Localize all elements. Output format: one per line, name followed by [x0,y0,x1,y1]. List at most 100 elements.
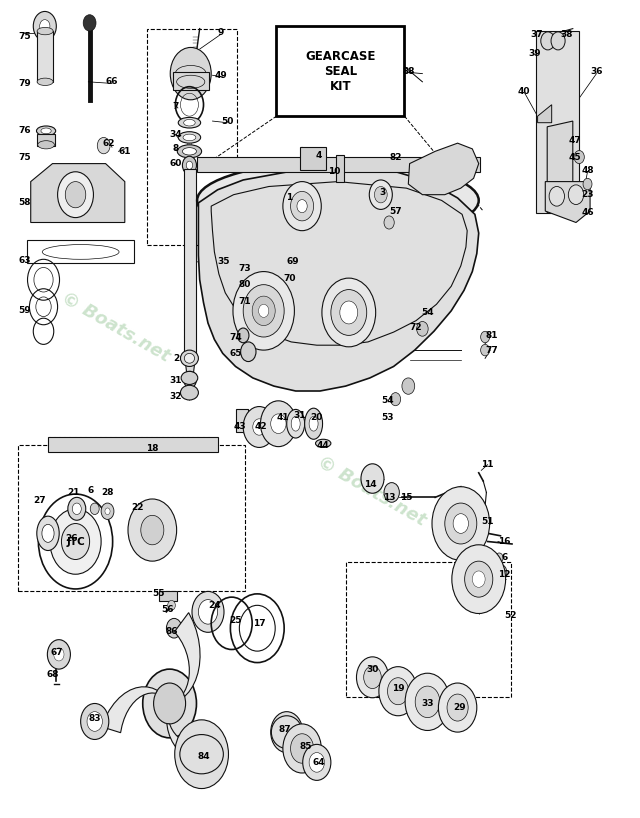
Bar [159,591,177,601]
Text: 49: 49 [214,70,227,80]
Circle shape [340,301,358,324]
Circle shape [568,185,584,204]
Text: 64: 64 [312,757,325,767]
Text: 23: 23 [581,190,594,200]
Circle shape [81,703,109,739]
Circle shape [243,285,284,337]
Text: 2: 2 [173,353,179,363]
Circle shape [415,686,440,717]
Circle shape [495,553,503,563]
Text: 6: 6 [88,486,94,496]
Bar [37,134,55,146]
Circle shape [452,545,506,614]
Circle shape [465,561,493,597]
Text: 11: 11 [481,460,494,470]
Ellipse shape [180,385,198,400]
Text: 24: 24 [208,600,221,610]
Text: 20: 20 [310,412,323,422]
Circle shape [186,161,193,169]
Circle shape [384,216,394,229]
Text: 60: 60 [170,159,182,169]
Circle shape [551,32,565,50]
Text: 65: 65 [229,348,242,358]
Circle shape [481,344,490,356]
Circle shape [541,32,555,50]
Bar [184,169,196,353]
Bar [346,562,511,697]
Polygon shape [545,182,590,222]
Text: 61: 61 [118,146,131,156]
Circle shape [260,401,296,447]
Circle shape [198,600,218,624]
Circle shape [402,378,415,394]
Text: 45: 45 [568,152,581,162]
Text: 29: 29 [453,703,466,712]
Text: 54: 54 [421,308,434,317]
Circle shape [58,172,93,218]
Circle shape [141,515,164,545]
Bar [276,26,404,116]
Circle shape [417,321,428,336]
Circle shape [47,640,70,669]
Circle shape [405,673,450,730]
Text: 66: 66 [106,77,118,87]
Text: 70: 70 [283,273,296,283]
Text: 77: 77 [485,345,498,355]
Text: 59: 59 [18,306,31,316]
Text: 3: 3 [380,187,386,197]
Circle shape [322,278,376,347]
Circle shape [38,494,113,589]
Text: 62: 62 [102,138,115,148]
Circle shape [388,677,409,705]
Text: 19: 19 [392,684,404,694]
Circle shape [33,11,56,41]
Circle shape [481,331,490,343]
Circle shape [583,178,592,190]
Polygon shape [408,143,479,195]
Circle shape [252,296,275,326]
Circle shape [259,304,269,317]
Circle shape [432,487,490,560]
Circle shape [166,618,182,638]
Text: 33: 33 [421,699,434,708]
Text: 46: 46 [581,208,594,218]
Circle shape [65,182,86,208]
Circle shape [83,15,96,31]
Circle shape [128,499,177,561]
Bar [173,72,209,90]
Ellipse shape [178,132,201,143]
Circle shape [438,683,477,732]
Bar [197,157,480,172]
Text: 31: 31 [170,375,182,385]
Text: 26: 26 [65,533,78,543]
Circle shape [472,571,485,587]
Circle shape [233,272,294,350]
Circle shape [283,724,321,773]
Polygon shape [102,687,157,733]
Circle shape [574,151,584,164]
Circle shape [445,503,477,544]
Ellipse shape [316,439,331,447]
Bar [27,240,134,263]
Text: 86: 86 [165,627,178,636]
Text: 58: 58 [18,198,31,208]
Circle shape [447,694,468,721]
Text: 27: 27 [33,496,46,506]
Text: 16: 16 [498,537,511,546]
Text: 84: 84 [197,752,210,762]
Text: 80: 80 [238,280,251,290]
Circle shape [40,20,50,33]
Polygon shape [175,613,200,696]
Circle shape [143,669,196,738]
Text: 54: 54 [381,396,394,406]
Circle shape [241,342,256,362]
Polygon shape [547,121,573,213]
Ellipse shape [309,416,318,431]
Text: © Boats.net: © Boats.net [58,289,173,366]
Text: 12: 12 [498,569,511,579]
Ellipse shape [177,145,202,158]
Bar [147,29,237,245]
Text: 53: 53 [381,412,394,422]
Circle shape [168,600,175,610]
Circle shape [192,591,224,632]
